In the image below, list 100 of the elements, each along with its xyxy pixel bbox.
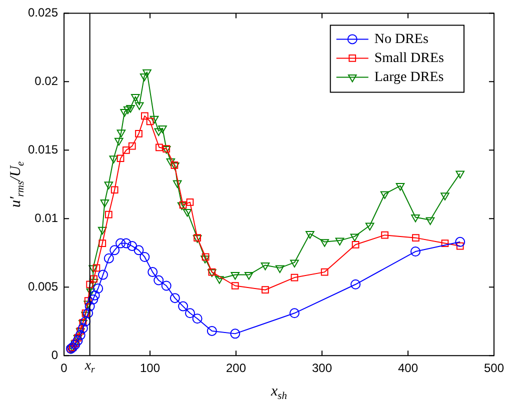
point [104,182,114,190]
point [455,236,466,247]
point [92,264,100,272]
point [75,330,86,340]
y-tick-label: 0.01 [34,210,58,225]
point [80,316,91,326]
point [88,294,98,304]
legend-label: Small DREs [374,50,444,66]
point [182,209,192,217]
x-tick-label: 0 [60,361,68,376]
point [131,94,140,102]
x-tick-label: 400 [398,361,418,376]
point [380,191,390,199]
point [150,116,159,124]
point [83,308,94,318]
point [72,336,83,346]
point [170,293,180,304]
point [441,240,449,247]
point [230,272,240,280]
point [186,198,194,206]
point [206,326,217,336]
point [426,217,435,226]
point [116,130,126,138]
legend-label: Large DREs [374,70,444,85]
point [275,265,284,273]
point [140,73,149,82]
point [262,286,269,294]
point [260,262,270,270]
point [289,308,300,318]
point [166,158,176,166]
y-tick-label: 0.005 [28,279,58,294]
point [110,186,118,194]
point [185,308,196,318]
point [200,256,210,264]
point [88,265,98,273]
point [123,106,132,114]
point [456,242,464,250]
point [93,283,104,294]
point [142,69,152,78]
point [110,245,120,256]
point [127,241,138,252]
point [98,226,107,235]
point [100,199,110,208]
x-tick-label: 500 [484,361,504,376]
point [126,104,135,113]
point [154,275,164,286]
point [104,210,112,218]
point [116,238,126,248]
point [320,239,329,247]
point [306,230,314,239]
point [90,275,98,283]
point [86,288,96,296]
point [128,142,136,150]
point [412,234,420,242]
point [140,252,150,262]
point [352,240,360,248]
point [86,280,94,288]
point [202,253,210,261]
x-tick-label: 100 [140,361,160,376]
point [215,276,224,284]
point [121,238,132,248]
point [116,154,124,162]
point [411,214,420,222]
point [158,125,167,134]
point [134,245,144,256]
x-tick-label: 200 [226,361,246,376]
point [410,246,420,257]
point [320,268,328,276]
point [89,278,98,287]
point [109,156,118,164]
point [78,323,88,334]
y-tick-label: 0.02 [34,74,58,88]
point [135,130,142,138]
point [104,253,114,264]
point [84,297,92,304]
point [172,180,182,188]
point [230,328,240,339]
y-tick-label: 0.025 [28,6,58,20]
point [350,279,361,290]
point [90,290,100,300]
point [456,170,465,178]
point [231,282,239,290]
point [178,301,188,312]
point [114,138,124,146]
point [98,270,108,280]
point [440,192,450,200]
point [156,144,163,152]
point [148,267,158,278]
point [396,183,405,191]
point [192,314,202,324]
point [141,112,148,120]
point [335,238,344,246]
point [161,280,172,291]
point [290,274,298,282]
point [82,309,90,317]
point [244,272,254,280]
point [146,118,154,126]
point [290,260,299,268]
point [98,240,106,247]
point [122,146,130,154]
